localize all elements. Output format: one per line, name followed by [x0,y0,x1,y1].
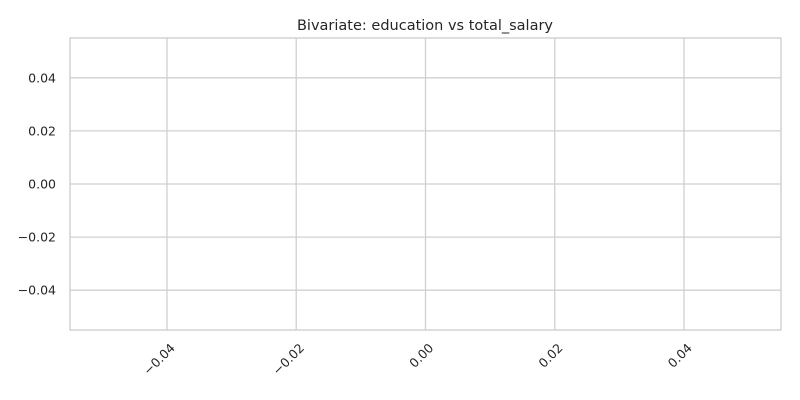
plot-area [69,37,782,331]
y-tick-label: 0.04 [28,70,56,85]
x-tick-label: 0.04 [665,340,695,370]
chart-title: Bivariate: education vs total_salary [297,18,553,34]
y-axis-ticks: 0.04 0.02 0.00 −0.02 −0.04 [18,70,56,297]
grid [70,38,781,330]
y-tick-label: 0.00 [28,177,56,192]
x-tick-label: −0.04 [140,340,178,378]
y-tick-label: −0.02 [18,230,56,245]
y-tick-label: 0.02 [28,123,56,138]
x-axis-ticks: −0.04 −0.02 0.00 0.02 0.04 [140,340,695,378]
x-tick-label: 0.02 [535,340,565,370]
x-tick-label: −0.02 [269,340,307,378]
y-tick-label: −0.04 [18,283,56,298]
x-tick-label: 0.00 [406,340,436,370]
